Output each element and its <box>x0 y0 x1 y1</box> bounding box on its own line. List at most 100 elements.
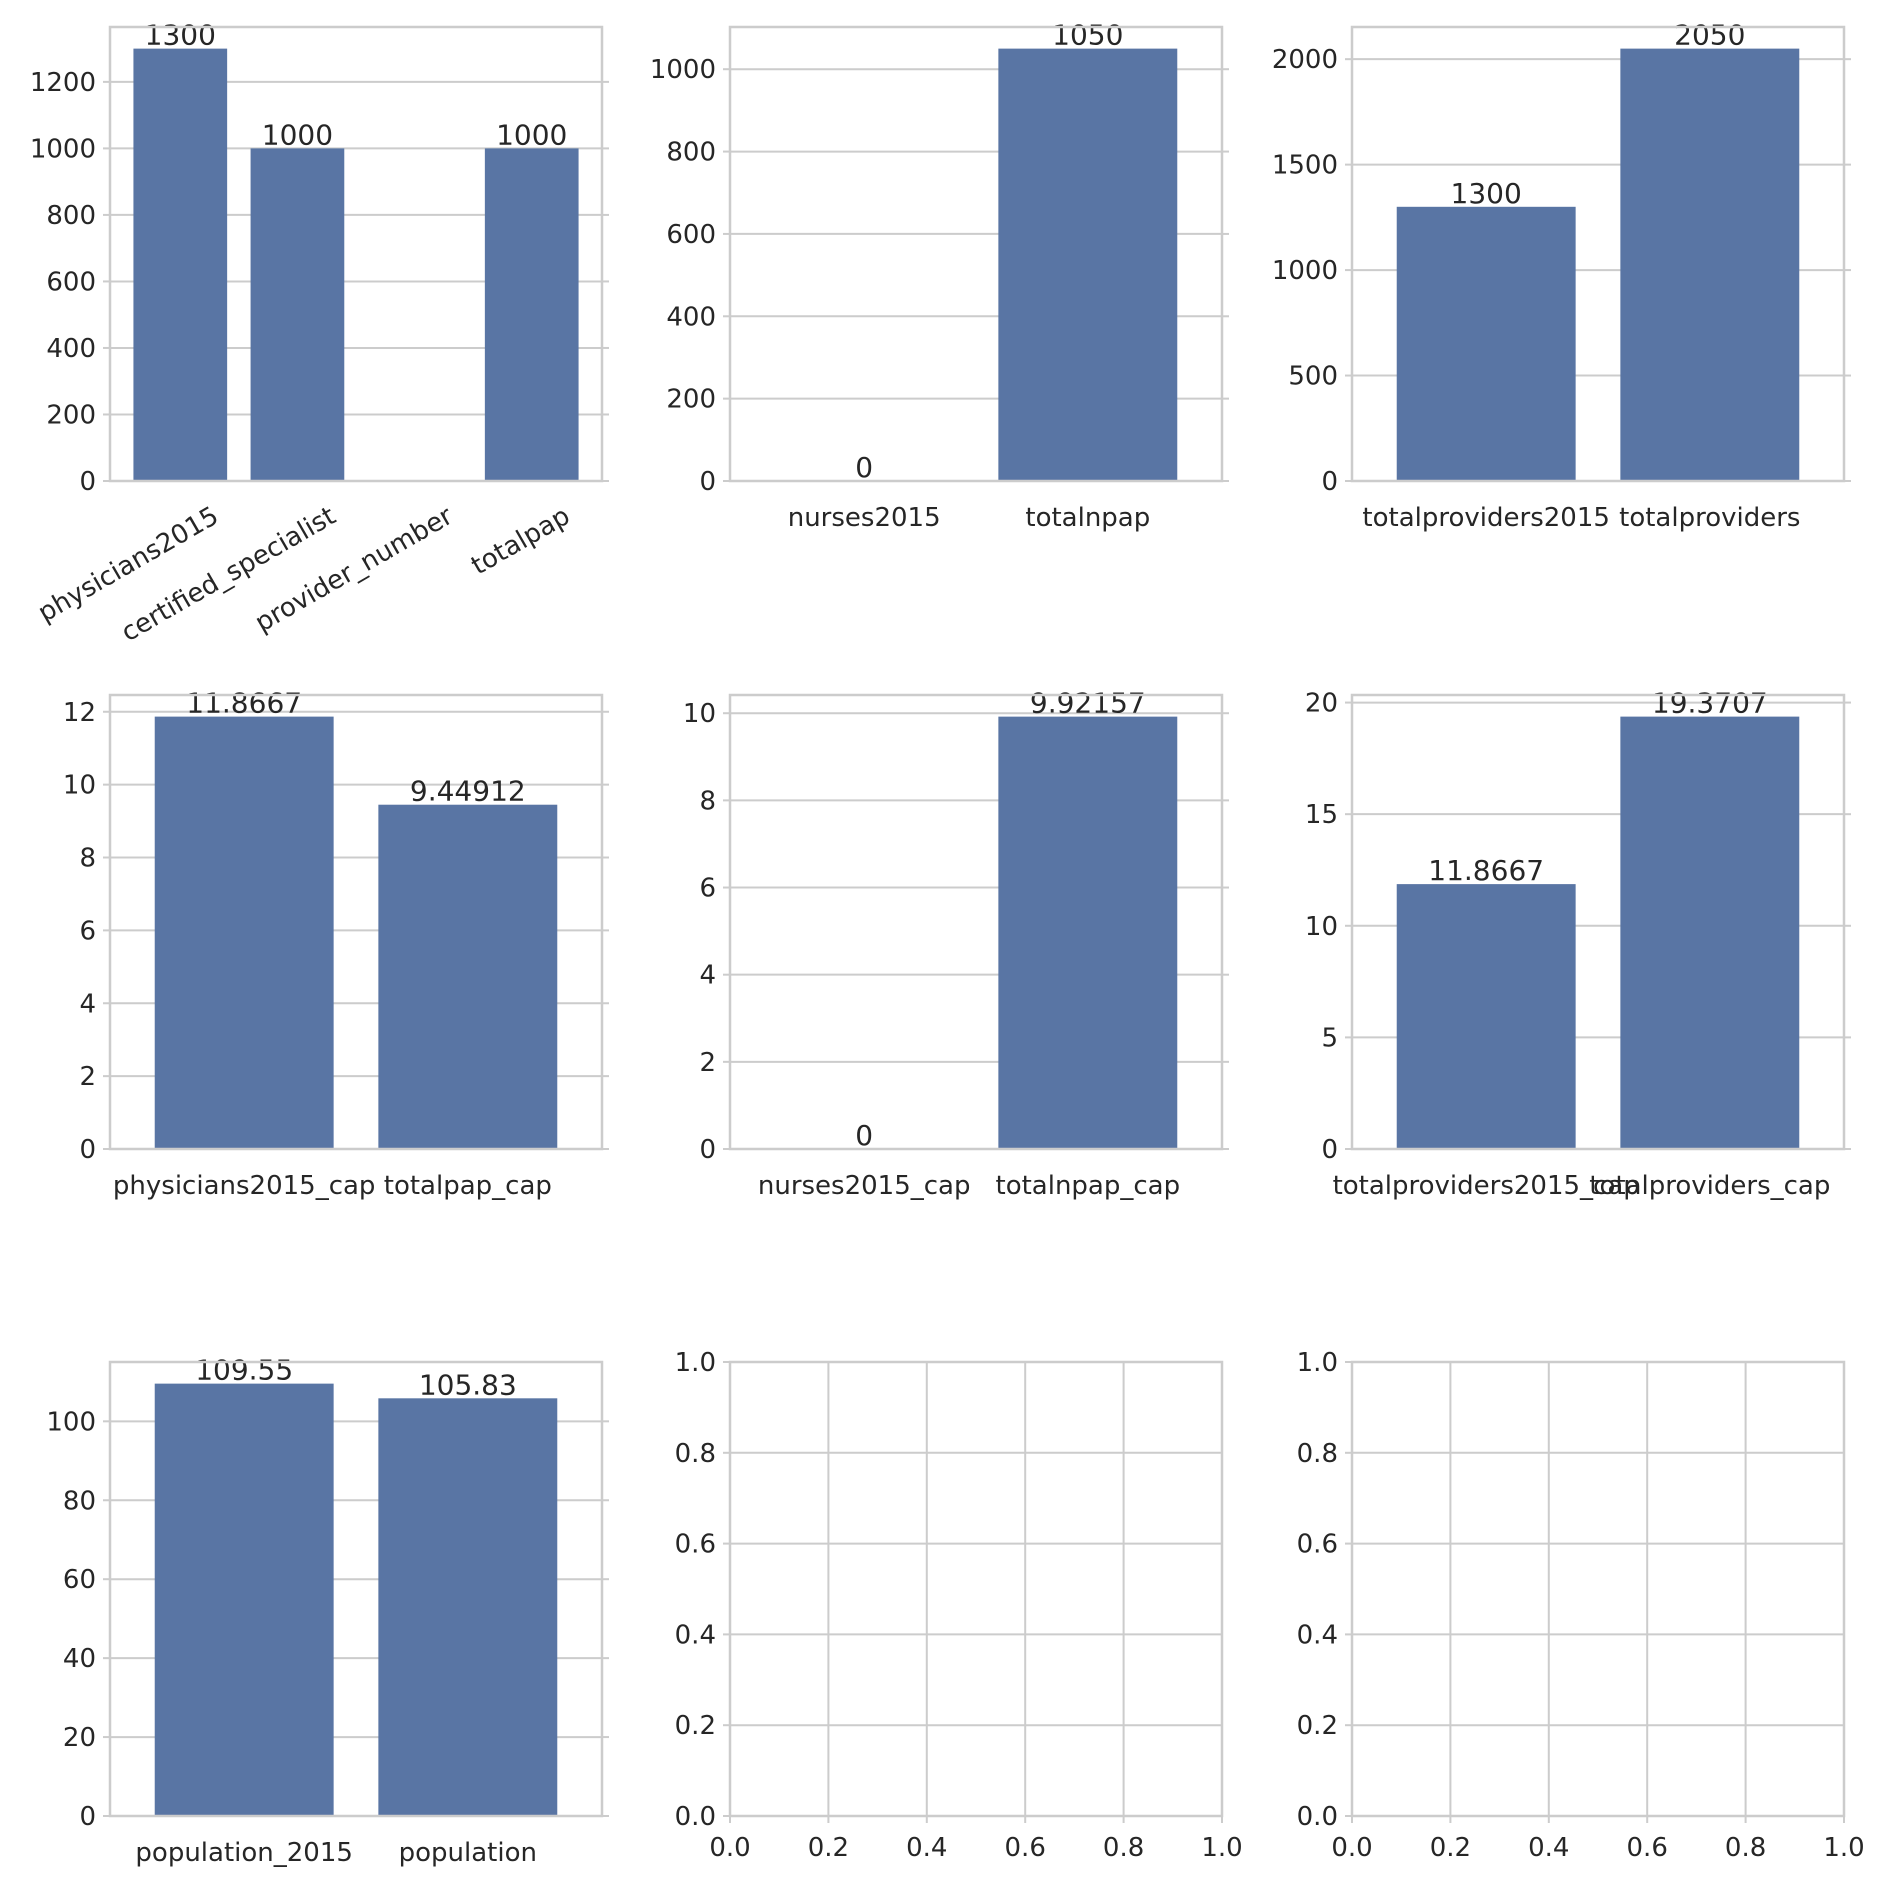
y-tick-label: 20 <box>63 1723 96 1753</box>
x-category-label: totalnpap <box>1025 503 1150 533</box>
y-tick-label: 0.2 <box>1297 1711 1338 1741</box>
bar-value-label: 109.55 <box>195 1354 293 1387</box>
bar <box>250 148 345 481</box>
y-tick-label: 0 <box>699 467 716 497</box>
subplot-8: 0.00.0 0.2 0.2 0.4 0.4 0.6 0.6 0.8 0.8 1.0 1.0 <box>675 1348 1243 1863</box>
y-tick-label: 80 <box>63 1486 96 1516</box>
bar-value-label: 1050 <box>1052 19 1123 52</box>
y-tick-label: 0.6 <box>1297 1530 1338 1560</box>
bar <box>154 1383 334 1816</box>
bar <box>1620 716 1800 1149</box>
subplot-5: 0 2 4 6 8 10 0 nurses2015_cap 9.92157 totalnpap_c… <box>683 687 1229 1201</box>
bar-value-label: 9.44912 <box>410 775 526 808</box>
x-tick-label: 0.0 <box>709 1833 750 1863</box>
bar <box>998 48 1178 481</box>
x-category-label: nurses2015_cap <box>758 1171 971 1201</box>
y-tick-label: 0 <box>79 1802 96 1832</box>
y-tick-label: 400 <box>666 302 716 332</box>
x-category-label: totalpap <box>466 501 575 581</box>
bar-value-label: 105.83 <box>419 1368 517 1401</box>
y-tick-label: 800 <box>666 138 716 168</box>
x-category-label: population_2015 <box>135 1838 353 1868</box>
y-tick-label: 10 <box>1305 912 1338 942</box>
y-tick-label: 4 <box>699 961 716 991</box>
y-tick-label: 6 <box>699 874 716 904</box>
x-category-label: nurses2015 <box>788 503 941 533</box>
y-tick-label: 1.0 <box>675 1348 716 1378</box>
y-tick-label: 0 <box>79 1135 96 1165</box>
subplot-1: 0200400600800100012001300physicians20151… <box>30 19 609 648</box>
subplot-6: 0 5 10 15 20 11.8667 totalproviders2015_cap 19.… <box>1305 687 1851 1201</box>
x-tick-label: 0.8 <box>1725 1833 1766 1863</box>
y-tick-label: 2 <box>699 1048 716 1078</box>
y-tick-label: 200 <box>666 385 716 415</box>
y-tick-label: 400 <box>46 334 96 364</box>
x-category-label: totalproviders2015 <box>1362 503 1610 533</box>
y-tick-label: 15 <box>1305 800 1338 830</box>
y-tick-label: 0.0 <box>1297 1802 1338 1832</box>
y-tick-label: 0 <box>79 467 96 497</box>
x-tick-label: 0.2 <box>808 1833 849 1863</box>
axes-frame <box>728 693 1224 1151</box>
x-tick-label: 1.0 <box>1201 1833 1242 1863</box>
y-tick-label: 10 <box>63 771 96 801</box>
bar-value-label: 1300 <box>1451 177 1522 210</box>
bar <box>484 148 579 481</box>
bar-value-label: 11.8667 <box>1428 854 1544 887</box>
subplot-7: 0 20 40 60 80 100 109.55 population_2015 105.83 p… <box>46 1354 609 1868</box>
y-tick-label: 4 <box>79 989 96 1019</box>
bar-value-label: 0 <box>855 451 873 484</box>
y-tick-label: 1000 <box>1272 256 1338 286</box>
x-category-label: certified_specialist <box>116 501 341 648</box>
x-category-label: totalproviders <box>1619 503 1800 533</box>
x-tick-label: 0.6 <box>1005 1833 1046 1863</box>
y-tick-label: 5 <box>1321 1023 1338 1053</box>
y-tick-label: 200 <box>46 400 96 430</box>
y-tick-label: 500 <box>1288 362 1338 392</box>
y-tick-label: 100 <box>46 1407 96 1437</box>
bar-value-label: 1000 <box>262 118 333 151</box>
y-tick-label: 8 <box>699 786 716 816</box>
y-tick-label: 10 <box>683 699 716 729</box>
x-category-label: population <box>399 1838 537 1868</box>
bar-value-label: 19.3707 <box>1652 687 1768 720</box>
y-tick-label: 60 <box>63 1565 96 1595</box>
x-category-label: physicians2015_cap <box>113 1171 376 1201</box>
y-tick-label: 0.4 <box>675 1620 716 1650</box>
y-tick-label: 600 <box>666 220 716 250</box>
x-tick-label: 0.8 <box>1103 1833 1144 1863</box>
y-tick-label: 6 <box>79 916 96 946</box>
bar <box>154 716 334 1149</box>
x-tick-label: 0.4 <box>1528 1833 1569 1863</box>
x-category-label: totalnpap_cap <box>996 1171 1181 1201</box>
axes-frame <box>728 25 1224 483</box>
y-tick-label: 1200 <box>30 68 96 98</box>
y-tick-label: 0 <box>699 1135 716 1165</box>
y-tick-label: 0.6 <box>675 1530 716 1560</box>
bar <box>1396 884 1576 1149</box>
x-tick-label: 0.6 <box>1627 1833 1668 1863</box>
bar-value-label: 9.92157 <box>1030 687 1146 720</box>
y-tick-label: 2000 <box>1272 45 1338 75</box>
y-tick-label: 2 <box>79 1062 96 1092</box>
bar <box>378 804 558 1149</box>
y-tick-label: 0.0 <box>675 1802 716 1832</box>
x-category-label: provider_number <box>250 501 458 639</box>
axes-frame <box>108 25 604 483</box>
axes-frame <box>728 1360 1224 1818</box>
bar-value-label: 11.8667 <box>186 687 302 720</box>
axes-frame <box>1350 25 1846 483</box>
axes-frame <box>1350 693 1846 1151</box>
bar-value-label: 1300 <box>145 19 216 52</box>
bar <box>1620 48 1800 481</box>
x-tick-label: 0.2 <box>1430 1833 1471 1863</box>
x-category-label: totalpap_cap <box>384 1171 552 1201</box>
bar <box>378 1398 558 1816</box>
bar-value-label: 1000 <box>496 118 567 151</box>
y-tick-label: 8 <box>79 844 96 874</box>
bar <box>1396 206 1576 482</box>
y-tick-label: 12 <box>63 698 96 728</box>
y-tick-label: 0 <box>1321 1135 1338 1165</box>
y-tick-label: 1.0 <box>1297 1348 1338 1378</box>
